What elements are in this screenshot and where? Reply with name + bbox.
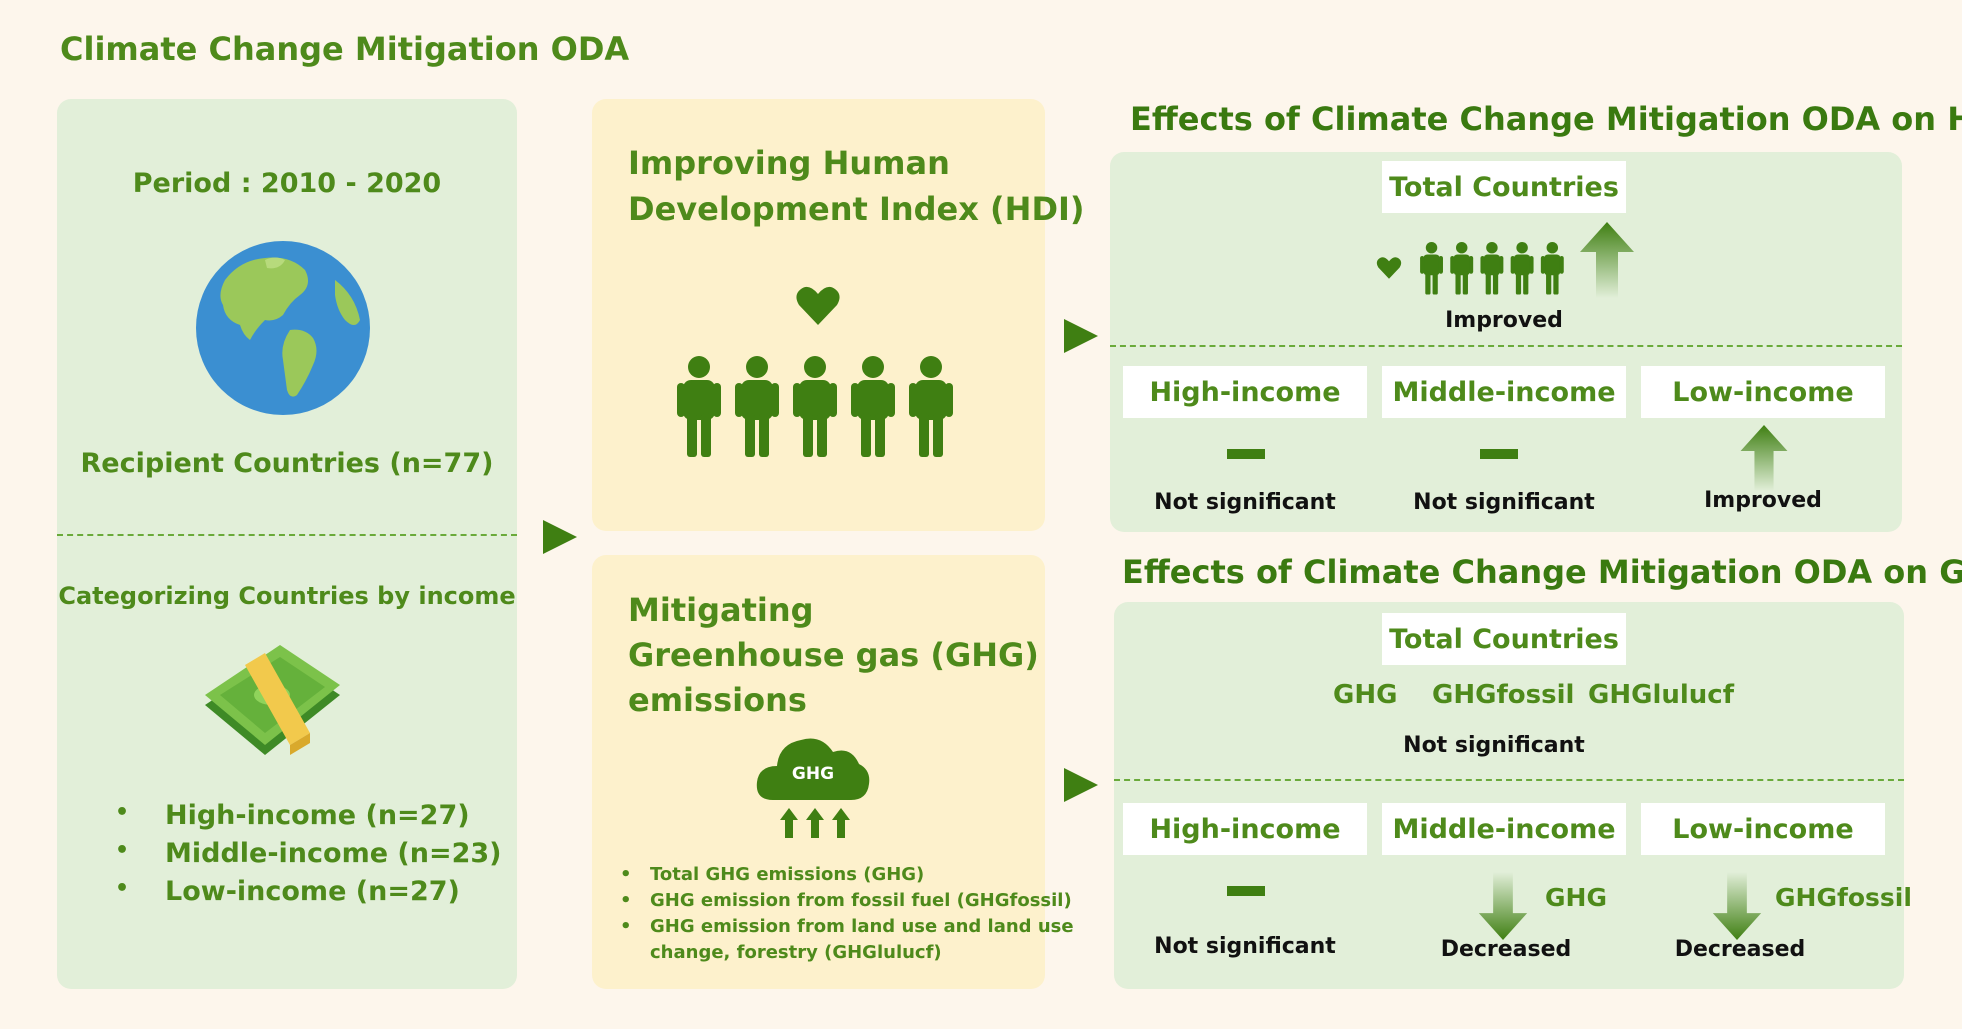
low-income-var: GHGfossil — [1775, 883, 1912, 912]
total-result: Not significant — [1403, 733, 1585, 758]
total-countries-box: Total Countries — [1382, 161, 1626, 213]
money-icon — [205, 645, 340, 755]
low-income-result: Decreased — [1674, 937, 1806, 962]
var-ghglulucf: GHGlulucf — [1588, 680, 1735, 710]
no-change-icon — [1227, 449, 1265, 459]
page-title: Climate Change Mitigation ODA — [60, 30, 630, 68]
middle-income-box: Middle-income — [1382, 803, 1626, 855]
ghg-list: • Total GHG emissions (GHG) • GHG emission… — [620, 864, 1074, 963]
middle-income-var: GHG — [1545, 883, 1607, 912]
high-income-box: High-income — [1123, 366, 1367, 418]
var-ghg: GHG — [1333, 680, 1398, 710]
var-ghgfossil: GHGfossil — [1432, 680, 1575, 710]
high-income-result: Not significant — [1154, 490, 1336, 515]
divider — [1114, 779, 1904, 781]
low-income-box: Low-income — [1641, 803, 1885, 855]
divider — [1110, 345, 1902, 347]
low-income-result: Improved — [1704, 488, 1822, 513]
low-income-box: Low-income — [1641, 366, 1885, 418]
ghg-effects-title: Effects of Climate Change Mitigation ODA… — [1122, 553, 1962, 591]
heart-icon — [796, 286, 840, 325]
cloud-label: GHG — [791, 764, 835, 784]
total-countries-box: Total Countries — [1382, 613, 1626, 665]
total-result: Improved — [1445, 308, 1563, 333]
up-arrows-icon — [780, 808, 850, 838]
divider — [57, 534, 517, 536]
middle-income-result: Not significant — [1413, 490, 1595, 515]
high-income-box: High-income — [1123, 803, 1367, 855]
people-icon — [1420, 241, 1564, 295]
period-label: Period : 2010 - 2020 — [132, 168, 442, 199]
no-change-icon — [1480, 449, 1518, 459]
hdi-effects-title: Effects of Climate Change Mitigation ODA… — [1130, 100, 1962, 138]
middle-income-result: Decreased — [1440, 937, 1572, 962]
arrow-right-icon — [1064, 319, 1098, 353]
high-income-result: Not significant — [1154, 934, 1336, 959]
list-item: Total GHG emissions (GHG) — [650, 864, 925, 885]
ghg-title: Mitigating Greenhouse gas (GHG) emission… — [628, 591, 1039, 719]
up-arrow-icon — [1740, 425, 1788, 491]
recipient-countries: Recipient Countries (n=77) — [80, 448, 494, 479]
list-item: GHG emission from fossil fuel (GHGfossil… — [650, 890, 1072, 911]
people-icon — [677, 356, 953, 457]
arrow-right-icon — [543, 520, 577, 554]
list-item: change, forestry (GHGlulucf) — [650, 942, 942, 963]
cloud-icon — [756, 738, 870, 800]
middle-income-box: Middle-income — [1382, 366, 1626, 418]
arrow-right-icon — [1064, 768, 1098, 802]
categorizing-label: Categorizing Countries by income — [58, 582, 516, 610]
heart-icon — [1376, 257, 1402, 279]
list-item: GHG emission from land use and land use — [650, 916, 1074, 937]
up-arrow-icon — [1580, 222, 1634, 298]
down-arrow-icon — [1478, 872, 1528, 940]
globe-icon — [196, 241, 370, 415]
down-arrow-icon — [1712, 872, 1762, 940]
hdi-title: Improving Human Development Index (HDI) — [628, 144, 1085, 228]
no-change-icon — [1227, 886, 1265, 896]
